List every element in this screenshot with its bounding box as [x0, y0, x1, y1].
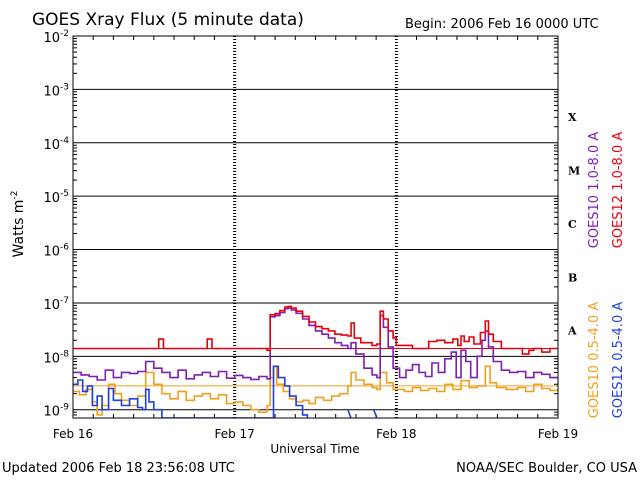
y-tick-exponent: -9 — [60, 403, 69, 413]
y-tick-base: 10 — [43, 405, 60, 420]
y-tick-exponent: -6 — [60, 243, 69, 253]
y-tick-exponent: -8 — [60, 349, 69, 359]
y-tick-label: 10-7 — [43, 296, 69, 313]
flare-class-label: X — [568, 111, 577, 124]
legend-entry: GOES10 1.0-8.0 A — [587, 132, 602, 249]
series-line — [73, 307, 558, 381]
y-axis-tick-labels: 10-210-310-410-510-610-710-810-9 — [43, 29, 69, 420]
x-tick-label: Feb 17 — [214, 427, 254, 441]
x-tick-label: Feb 16 — [53, 427, 93, 441]
y-tick-base: 10 — [43, 351, 60, 366]
flare-class-label: C — [568, 218, 577, 231]
series-fragment — [347, 409, 352, 418]
y-tick-label: 10-8 — [43, 349, 69, 366]
y-tick-label: 10-6 — [43, 243, 69, 260]
vertical-gridlines — [92, 36, 539, 418]
legend-entry: GOES10 0.5-4.0 A — [587, 302, 602, 419]
updated-timestamp: Updated 2006 Feb 18 23:56:08 UTC — [2, 461, 235, 476]
y-axis-label-text: Watts m — [11, 200, 27, 258]
y-tick-label: 10-4 — [43, 136, 69, 153]
x-axis-tick-labels: Feb 16 Feb 17 Feb 18 Feb 19 — [53, 427, 578, 441]
credit-label: NOAA/SEC Boulder, CO USA — [456, 461, 637, 476]
y-tick-label: 10-3 — [43, 82, 69, 99]
flare-class-labels: X M C B A — [567, 111, 580, 338]
y-tick-base: 10 — [43, 84, 60, 99]
chart-title: GOES Xray Flux (5 minute data) — [32, 10, 304, 30]
series-line — [73, 305, 558, 355]
begin-label: Begin: 2006 Feb 16 0000 UTC — [405, 17, 599, 32]
flare-class-label: M — [568, 164, 580, 177]
y-axis-label-exponent: -2 — [10, 191, 20, 200]
series-fragment — [372, 409, 378, 418]
y-axis-label: Watts m-2 — [10, 191, 27, 258]
x-tick-label: Feb 19 — [538, 427, 578, 441]
series-layer — [73, 305, 558, 418]
legend-entry: GOES12 0.5-4.0 A — [611, 302, 626, 419]
y-tick-base: 10 — [43, 138, 60, 153]
y-tick-label: 10-9 — [43, 403, 69, 420]
y-tick-label: 10-5 — [43, 189, 69, 206]
series-line — [73, 365, 558, 416]
y-tick-exponent: -3 — [60, 82, 69, 92]
flare-class-label: B — [568, 271, 577, 284]
y-tick-exponent: -7 — [60, 296, 69, 306]
y-tick-label: 10-2 — [43, 29, 69, 46]
y-tick-base: 10 — [43, 191, 60, 206]
x-axis-label: Universal Time — [270, 442, 359, 456]
y-tick-exponent: -4 — [60, 136, 69, 146]
legend: GOES12 1.0-8.0 A GOES10 1.0-8.0 A GOES12 0… — [587, 132, 626, 419]
legend-entry: GOES12 1.0-8.0 A — [611, 132, 626, 249]
plot-frame — [72, 35, 559, 419]
x-tick-label: Feb 18 — [376, 427, 416, 441]
y-tick-exponent: -2 — [60, 29, 69, 39]
flare-class-label: A — [567, 325, 577, 338]
y-tick-exponent: -5 — [60, 189, 69, 199]
y-tick-base: 10 — [43, 245, 60, 260]
y-tick-base: 10 — [43, 298, 60, 313]
y-tick-base: 10 — [43, 31, 60, 46]
series-line — [73, 365, 309, 418]
